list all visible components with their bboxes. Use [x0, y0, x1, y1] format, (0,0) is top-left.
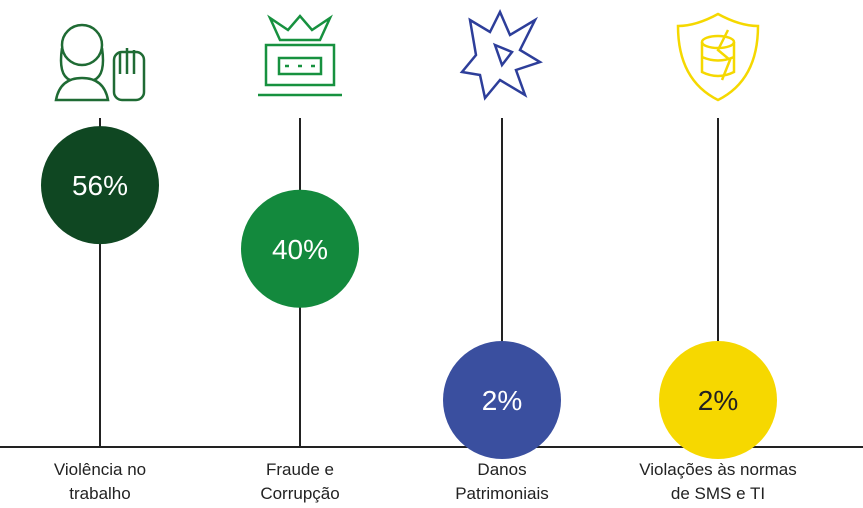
value-label: 56% [72, 170, 128, 201]
icon-fraud [258, 14, 342, 97]
category-label: Violações às normas de SMS e TI [639, 460, 797, 503]
icon-damage [459, 9, 543, 101]
value-circle [241, 189, 359, 308]
category-label: Violência no trabalho [53, 460, 147, 503]
value-label: 40% [272, 234, 328, 265]
category-label: Danos Patrimoniais [455, 460, 549, 503]
icon-violence [54, 23, 146, 102]
icon-security [676, 12, 760, 102]
value-circle [659, 341, 777, 460]
value-label: 2% [482, 385, 522, 416]
value-label: 2% [698, 385, 738, 416]
value-circle [41, 126, 159, 245]
category-label: Fraude e Corrupção [260, 460, 340, 503]
value-circle [443, 341, 561, 460]
